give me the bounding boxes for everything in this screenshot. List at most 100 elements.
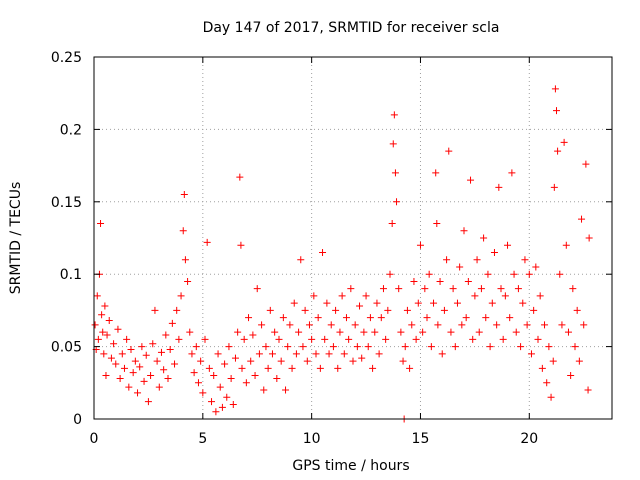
data-point bbox=[305, 321, 313, 329]
data-point bbox=[342, 314, 350, 322]
data-point bbox=[347, 285, 355, 293]
data-point bbox=[290, 299, 298, 307]
data-point bbox=[249, 331, 257, 339]
data-point bbox=[477, 285, 485, 293]
y-tick-label: 0.05 bbox=[51, 340, 82, 356]
data-point bbox=[266, 306, 274, 314]
data-point bbox=[521, 256, 529, 264]
data-point bbox=[316, 364, 324, 372]
data-point bbox=[386, 270, 394, 278]
data-point bbox=[255, 350, 263, 358]
data-point bbox=[401, 343, 409, 351]
data-point bbox=[523, 321, 531, 329]
data-point bbox=[436, 277, 444, 285]
data-point bbox=[582, 160, 590, 168]
data-point bbox=[408, 321, 416, 329]
data-point bbox=[277, 357, 285, 365]
data-point bbox=[389, 140, 397, 148]
data-point bbox=[551, 85, 559, 93]
data-point bbox=[214, 350, 222, 358]
data-point bbox=[412, 335, 420, 343]
data-point bbox=[508, 169, 516, 177]
data-points bbox=[91, 85, 593, 423]
data-point bbox=[91, 321, 99, 329]
data-point bbox=[237, 241, 245, 249]
data-point bbox=[377, 314, 385, 322]
data-point bbox=[197, 357, 205, 365]
data-point bbox=[356, 302, 364, 310]
data-point bbox=[569, 285, 577, 293]
data-point bbox=[144, 398, 152, 406]
data-point bbox=[205, 364, 213, 372]
data-point bbox=[373, 299, 381, 307]
data-point bbox=[560, 138, 568, 146]
data-point bbox=[456, 263, 464, 271]
data-point bbox=[440, 306, 448, 314]
data-point bbox=[103, 331, 111, 339]
data-point bbox=[164, 374, 172, 382]
data-point bbox=[279, 314, 287, 322]
data-point bbox=[292, 350, 300, 358]
grid-lines bbox=[94, 57, 612, 419]
data-point bbox=[482, 314, 490, 322]
data-point bbox=[506, 314, 514, 322]
data-point bbox=[301, 306, 309, 314]
data-point bbox=[184, 277, 192, 285]
data-point bbox=[460, 227, 468, 235]
data-point bbox=[129, 369, 137, 377]
data-point bbox=[504, 241, 512, 249]
data-point bbox=[179, 227, 187, 235]
data-point bbox=[275, 335, 283, 343]
data-point bbox=[175, 335, 183, 343]
plot-frame bbox=[93, 56, 613, 420]
data-point bbox=[393, 198, 401, 206]
data-point bbox=[120, 364, 128, 372]
data-point bbox=[105, 317, 113, 325]
data-point bbox=[379, 285, 387, 293]
data-point bbox=[438, 350, 446, 358]
data-point bbox=[268, 350, 276, 358]
data-point bbox=[534, 335, 542, 343]
data-point bbox=[338, 292, 346, 300]
data-point bbox=[295, 328, 303, 336]
data-point bbox=[369, 364, 377, 372]
data-point bbox=[321, 335, 329, 343]
data-point bbox=[414, 299, 422, 307]
data-point bbox=[173, 306, 181, 314]
x-tick-label: 15 bbox=[412, 431, 430, 447]
data-point bbox=[553, 107, 560, 115]
data-point bbox=[155, 383, 163, 391]
data-point bbox=[443, 256, 451, 264]
data-point bbox=[499, 335, 507, 343]
data-point bbox=[564, 328, 572, 336]
data-point bbox=[549, 357, 557, 365]
data-point bbox=[227, 374, 235, 382]
data-point bbox=[151, 306, 159, 314]
data-point bbox=[282, 386, 290, 394]
data-point bbox=[562, 241, 570, 249]
data-point bbox=[554, 147, 562, 155]
data-point bbox=[208, 398, 216, 406]
data-point bbox=[264, 364, 272, 372]
data-point bbox=[242, 379, 250, 387]
data-point bbox=[134, 389, 142, 397]
y-axis-ticks: 0 0.05 0.1 0.15 0.2 0.25 bbox=[51, 50, 612, 428]
data-point bbox=[543, 379, 551, 387]
data-point bbox=[142, 351, 150, 359]
data-point bbox=[585, 234, 593, 242]
data-point bbox=[349, 357, 357, 365]
y-tick-label: 0.1 bbox=[60, 267, 82, 283]
data-point bbox=[532, 263, 540, 271]
data-point bbox=[391, 169, 399, 177]
data-point bbox=[519, 299, 527, 307]
data-point bbox=[288, 364, 296, 372]
data-point bbox=[445, 147, 453, 155]
data-point bbox=[578, 215, 586, 223]
data-point bbox=[210, 372, 218, 380]
data-point bbox=[480, 234, 488, 242]
data-point bbox=[421, 285, 429, 293]
data-point bbox=[319, 248, 327, 256]
data-point bbox=[123, 335, 131, 343]
data-point bbox=[358, 354, 366, 362]
data-point bbox=[517, 343, 525, 351]
